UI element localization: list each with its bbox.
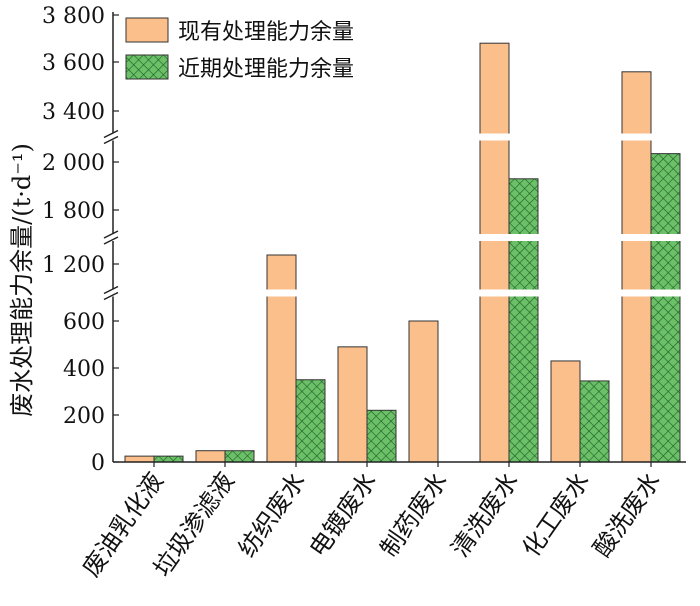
bar-near-term-4 [366, 409, 397, 463]
y-tick-label: 200 [63, 404, 105, 429]
bars-layer [124, 42, 681, 463]
y-axis-break-mark-1a [103, 285, 119, 295]
y-tick-label: 0 [91, 451, 105, 476]
x-category-label: 清洗废水 [446, 467, 524, 562]
x-category-label: 纺织废水 [233, 467, 311, 562]
y-axis-break-gap-1 [101, 289, 117, 297]
y-tick-label: 1 800 [42, 199, 105, 224]
y-tick-label: 600 [63, 310, 105, 335]
axis-layer [101, 12, 687, 467]
x-category-label: 电镀废水 [304, 467, 382, 562]
bar-existing-4 [337, 346, 368, 463]
y-tick-label: 3 800 [42, 4, 105, 29]
x-category-label: 化工废水 [517, 467, 595, 562]
bar-existing-2 [195, 450, 226, 463]
bar-existing-3 [266, 254, 297, 463]
bar-existing-1 [124, 455, 155, 463]
bar-existing-7 [550, 360, 581, 463]
y-axis-break-mark-2a [103, 230, 119, 239]
y-axis-break-mark-3b [103, 135, 119, 145]
y-tick-label: 400 [63, 357, 105, 382]
bar-existing-6 [479, 42, 510, 463]
y-axis-break-mark-1b [103, 291, 119, 301]
x-category-label: 制药废水 [375, 467, 453, 562]
y-tick-label: 2 000 [42, 151, 105, 176]
axis-break-band-1 [114, 289, 687, 297]
legend-label-existing: 现有处理能力余量 [178, 20, 354, 45]
legend-swatch-near-term [125, 54, 169, 80]
legend: 现有处理能力余量 近期处理能力余量 [125, 17, 354, 82]
bar-near-term-2 [224, 450, 255, 463]
y-tick-label: 3 600 [42, 51, 105, 76]
y-tick-label: 3 400 [42, 100, 105, 125]
y-axis-break-gap-2 [101, 234, 117, 241]
y-axis-break-mark-3a [103, 129, 119, 139]
bar-near-term-6 [508, 178, 539, 463]
y-axis-label: 废水处理能力余量/(t·d⁻¹) [8, 143, 36, 417]
x-category-label: 酸洗废水 [588, 467, 666, 562]
legend-swatch-existing [125, 17, 169, 43]
axis-break-band-2 [114, 234, 687, 241]
bar-existing-8 [621, 71, 652, 463]
legend-label-near-term: 近期处理能力余量 [178, 57, 354, 82]
bar-existing-5 [408, 320, 439, 463]
y-axis-break-gap-3 [101, 133, 117, 141]
axis-break-band-3 [114, 133, 687, 141]
bar-near-term-1 [153, 455, 184, 463]
bar-near-term-8 [650, 153, 681, 463]
y-axis-break-mark-2b [103, 236, 119, 245]
y-tick-label: 1 200 [42, 253, 105, 278]
bar-near-term-7 [579, 380, 610, 463]
bar-near-term-3 [295, 379, 326, 463]
